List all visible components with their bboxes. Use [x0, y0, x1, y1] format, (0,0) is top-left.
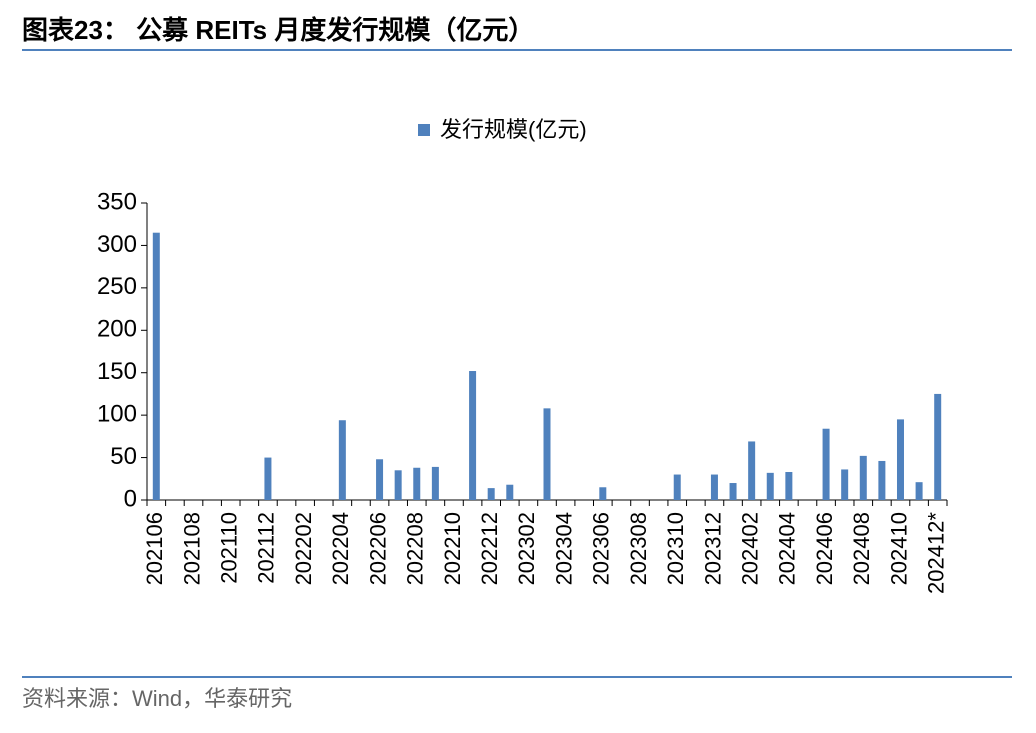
y-tick-label: 50 — [110, 443, 137, 470]
bar — [766, 472, 774, 500]
bar — [710, 474, 718, 500]
x-tick-label: 202308 — [626, 512, 651, 585]
x-tick-label: 202110 — [217, 512, 242, 584]
y-tick-label: 250 — [97, 273, 137, 300]
x-tick-label: 202204 — [328, 512, 353, 585]
bar — [152, 232, 160, 500]
source-note: 资料来源：Wind，华泰研究 — [22, 686, 292, 711]
x-tick-label: 202304 — [551, 512, 576, 585]
bar — [376, 459, 384, 500]
bar — [431, 466, 439, 500]
x-tick-label: 202406 — [812, 512, 837, 585]
y-tick-label: 0 — [124, 485, 137, 512]
x-tick-label: 202206 — [365, 512, 390, 585]
bar — [487, 488, 495, 500]
x-tick-label: 202112 — [254, 512, 279, 584]
bar — [338, 420, 346, 500]
bar — [896, 419, 904, 500]
x-tick-label: 202410 — [886, 512, 911, 585]
legend-label: 发行规模(亿元) — [440, 117, 587, 142]
x-tick-label: 202302 — [514, 512, 539, 585]
x-tick-label: 202202 — [291, 512, 316, 585]
bar — [673, 474, 681, 500]
y-tick-label: 300 — [97, 231, 137, 258]
x-tick-label: 202208 — [403, 512, 428, 585]
bar — [859, 455, 867, 500]
y-tick-label: 200 — [97, 316, 137, 343]
x-tick-label: 202404 — [775, 512, 800, 585]
bar — [841, 469, 849, 500]
bar — [822, 428, 830, 500]
x-tick-label: 202412* — [924, 512, 949, 594]
x-tick-label: 202312 — [700, 512, 725, 585]
x-tick-label: 202402 — [737, 512, 762, 585]
x-tick-label: 202210 — [440, 512, 465, 585]
bar — [599, 487, 607, 500]
bar — [915, 482, 923, 500]
x-tick-label: 202106 — [142, 512, 167, 585]
bar — [394, 470, 402, 500]
x-tick-label: 202408 — [849, 512, 874, 585]
bar — [506, 484, 514, 500]
bar — [413, 467, 421, 500]
bar — [934, 393, 942, 500]
bar — [878, 460, 886, 500]
x-tick-label: 202212 — [477, 512, 502, 585]
legend-swatch — [418, 124, 430, 136]
x-tick-label: 202108 — [179, 512, 204, 585]
y-tick-label: 350 — [97, 188, 137, 215]
y-tick-label: 100 — [97, 400, 137, 427]
bar — [543, 408, 551, 500]
x-tick-label: 202310 — [663, 512, 688, 585]
page-title: 图表23： 公募 REITs 月度发行规模（亿元） — [22, 15, 534, 45]
y-tick-label: 150 — [97, 358, 137, 385]
bar — [469, 371, 477, 500]
bar — [729, 483, 737, 500]
bar — [785, 471, 793, 500]
bar — [748, 441, 756, 500]
bar — [264, 457, 272, 500]
x-tick-label: 202306 — [589, 512, 614, 585]
